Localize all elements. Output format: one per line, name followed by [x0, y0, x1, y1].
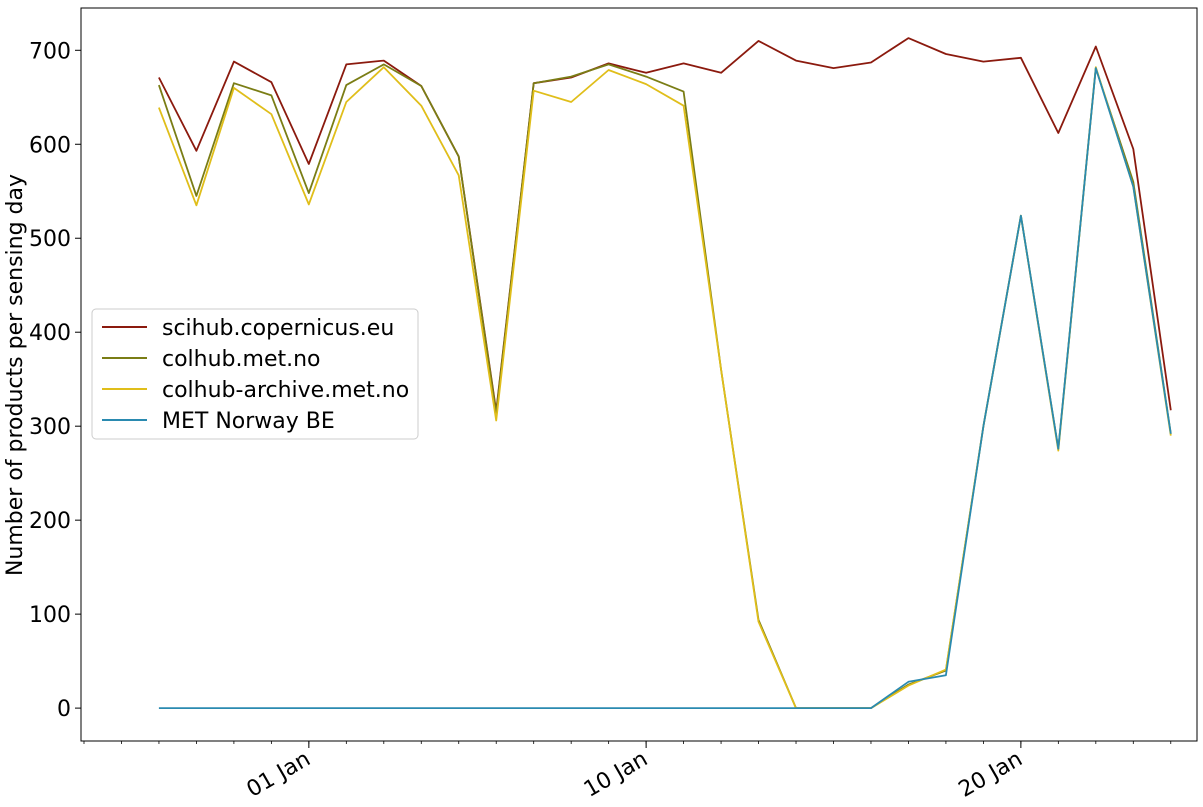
- y-tick-label: 700: [29, 39, 71, 64]
- y-axis: 0 100 200 300 400 500 600 700: [29, 39, 81, 722]
- legend-box: [91, 308, 419, 440]
- y-tick-label: 600: [29, 133, 71, 158]
- series-line-scihub-copernicus-eu: [158, 37, 1172, 413]
- series-layer: [158, 37, 1172, 709]
- y-tick-label: 0: [57, 697, 71, 722]
- y-axis-label: Number of products per sensing day: [3, 174, 28, 576]
- y-tick-label: 300: [29, 415, 71, 440]
- y-tick-label: 100: [29, 603, 71, 628]
- plot-frame: [80, 7, 1198, 742]
- legend-label: MET Norway BE: [162, 409, 335, 434]
- legend-label: colhub-archive.met.no: [162, 378, 409, 403]
- legend-label: colhub.met.no: [162, 347, 321, 372]
- legend: scihub.copernicus.eu colhub.met.no colhub-…: [91, 308, 419, 440]
- y-tick-label: 200: [29, 509, 71, 534]
- legend-label: scihub.copernicus.eu: [162, 316, 394, 341]
- y-tick-label: 400: [29, 321, 71, 346]
- y-tick-label: 500: [29, 227, 71, 252]
- series-line-met-norway-be: [158, 67, 1172, 709]
